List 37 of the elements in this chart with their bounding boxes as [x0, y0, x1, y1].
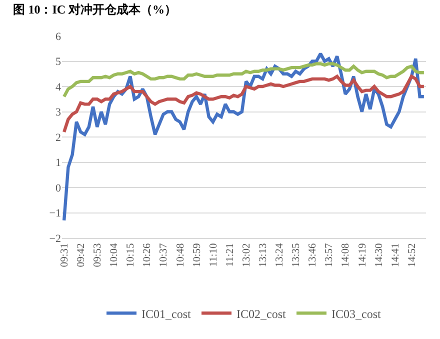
- y-tick-label: −2: [49, 232, 61, 245]
- x-tick-label: 13:35: [291, 243, 302, 268]
- x-tick-label: 14:30: [374, 243, 385, 268]
- x-tick-label: 14:52: [406, 243, 418, 268]
- x-tick-label: 13:13: [258, 243, 270, 268]
- y-tick-label: 4: [56, 81, 62, 94]
- y-tick-label: 3: [56, 106, 62, 119]
- legend-label: IC02_cost: [236, 306, 286, 321]
- x-tick-label: 10:37: [158, 243, 170, 268]
- legend-label: IC01_cost: [142, 306, 192, 321]
- legend-label: IC03_cost: [331, 306, 382, 321]
- x-tick-label: 10:15: [126, 243, 137, 268]
- x-tick-label: 09:31: [59, 243, 70, 268]
- x-tick-label: 13:46: [308, 243, 319, 268]
- x-tick-label: 10:48: [175, 243, 186, 268]
- x-tick-label: 09:53: [92, 243, 104, 268]
- x-tick-label: 11:21: [224, 243, 236, 267]
- y-tick-label: 0: [56, 182, 62, 194]
- x-tick-label: 14:41: [390, 243, 402, 268]
- y-tick-label: 2: [56, 132, 61, 144]
- x-tick-label: 11:10: [208, 243, 220, 267]
- x-tick-label: 14:19: [357, 243, 368, 268]
- y-tick-label: 6: [56, 30, 62, 43]
- line-series: [62, 74, 426, 134]
- x-tick-label: 13:02: [241, 243, 252, 268]
- y-tick-label: 1: [56, 157, 61, 170]
- x-tick-label: 10:26: [142, 243, 154, 268]
- y-tick-label: 5: [56, 56, 62, 68]
- line-series: [62, 62, 426, 98]
- x-tick-label: 09:42: [76, 243, 88, 268]
- y-tick-label: −1: [49, 208, 61, 220]
- chart-title: 图 10：IC 对冲开仓成本（%）: [13, 2, 177, 16]
- x-tick-label: 13:57: [324, 243, 336, 268]
- x-tick-label: 10:59: [192, 243, 203, 268]
- x-tick-label: 14:08: [340, 243, 352, 268]
- x-tick-label: 10:04: [109, 242, 120, 268]
- x-tick-label: 13:24: [274, 242, 286, 268]
